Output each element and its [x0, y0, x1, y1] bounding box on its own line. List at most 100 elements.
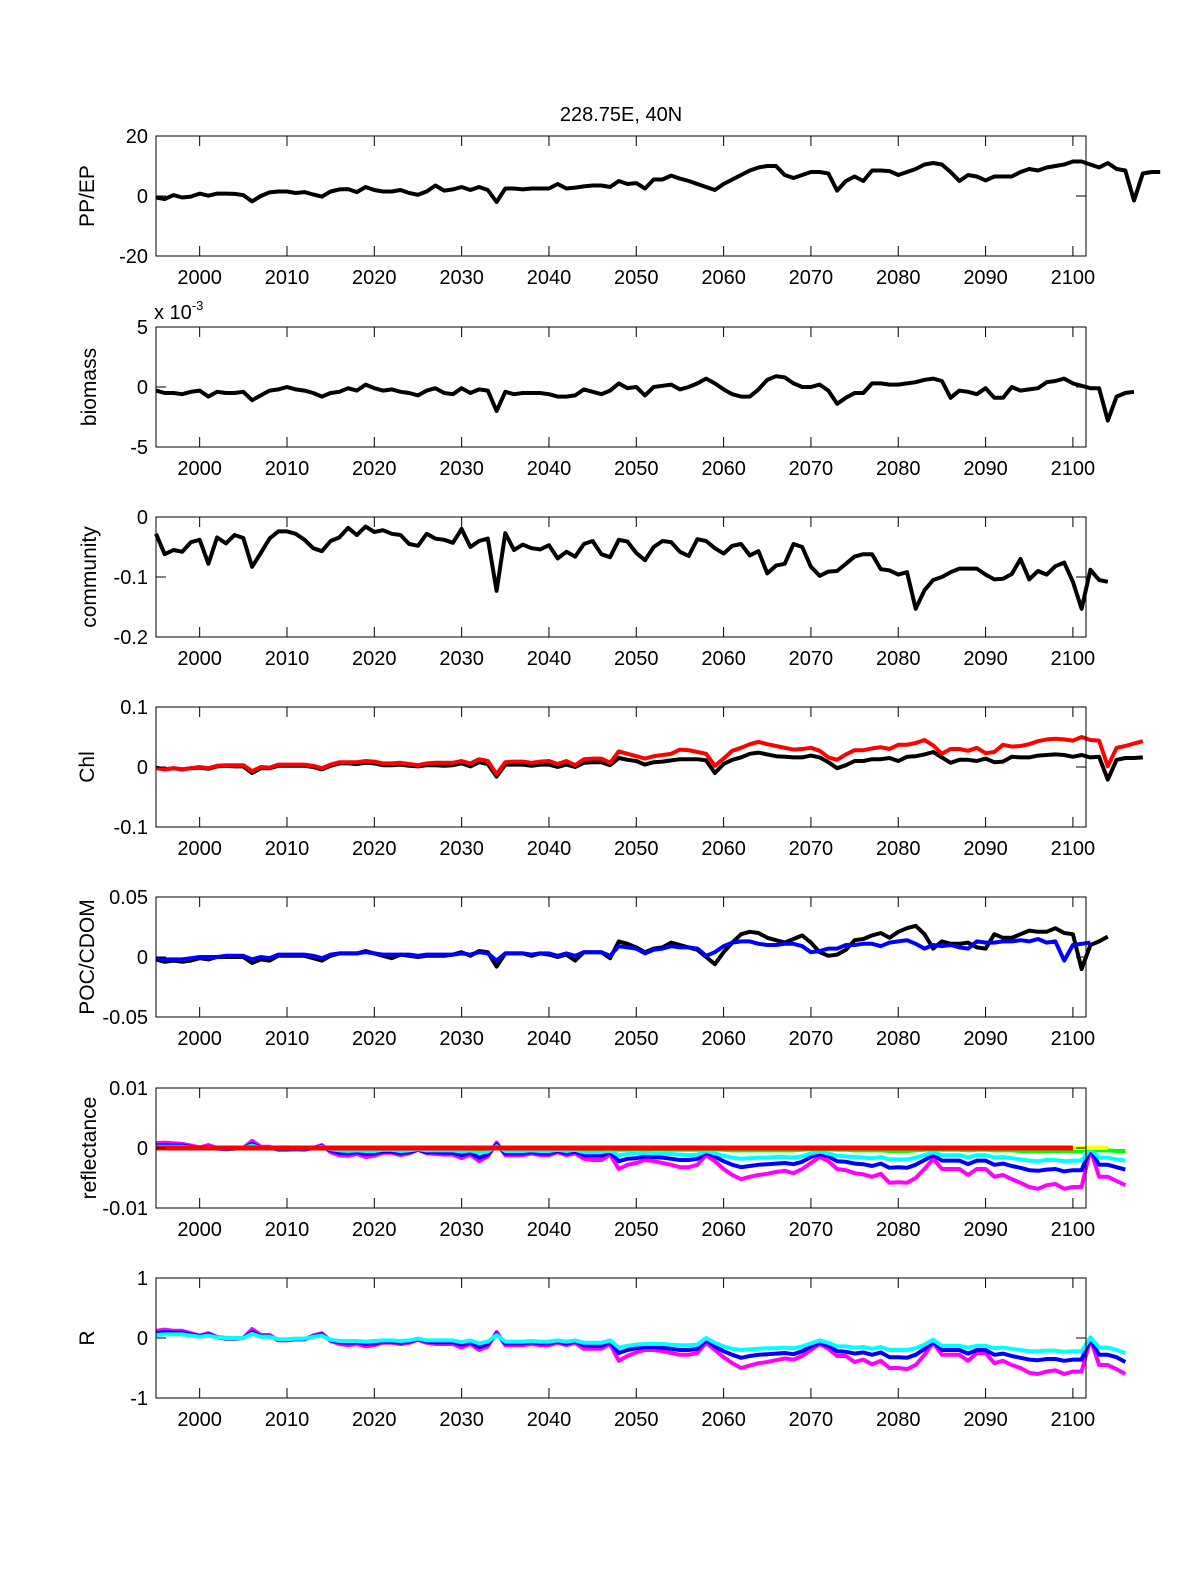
- x-tick-label: 2060: [701, 1219, 746, 1241]
- y-tick-label: 0: [137, 1138, 148, 1160]
- y-axis-label: POC/CDOM: [76, 899, 99, 1015]
- y-axis-label: community: [78, 526, 101, 628]
- x-tick-label: 2030: [439, 1219, 484, 1241]
- series-line-community: [154, 524, 1109, 611]
- panel-poc-cdom: 2000 2010 2020 2030 2040 2050 2060 2070 2080 2090…: [76, 887, 1109, 1050]
- x-tick-label: 2090: [963, 838, 1008, 860]
- x-tick-label: 2000: [177, 1028, 222, 1050]
- x-tick-label: 2050: [614, 648, 659, 670]
- y-tick-label: -0.2: [114, 627, 148, 649]
- x-tick-label: 2020: [352, 648, 397, 670]
- panel-chl: 2000 2010 2020 2030 2040 2050 2060 2070 2080 2090…: [76, 697, 1144, 860]
- x-tick-label: 2050: [614, 1219, 659, 1241]
- series-line-cdom-blue-: [155, 937, 1091, 963]
- x-tick-label: 2020: [352, 267, 397, 289]
- x-tick-label: 2090: [963, 1409, 1008, 1431]
- series-line-biomass: [155, 374, 1135, 423]
- x-tick-label: 2040: [527, 838, 572, 860]
- x-tick-label: 2060: [701, 838, 746, 860]
- x-tick-label: 2050: [614, 267, 659, 289]
- y-tick-label: 0.1: [120, 697, 148, 719]
- y-axis-label: R: [76, 1330, 99, 1345]
- x-tick-label: 2100: [1051, 1219, 1096, 1241]
- y-axis-label: biomass: [78, 348, 101, 426]
- y-tick-label: 0.01: [109, 1078, 148, 1100]
- y-tick-label: 1: [137, 1268, 148, 1290]
- x-tick-label: 2060: [701, 458, 746, 480]
- panels-container: 2000 2010 2020 2030 2040 2050 2060 2070 2080 2090…: [76, 126, 1161, 1431]
- panel-community: 2000 2010 2020 2030 2040 2050 2060 2070 2080 2090…: [78, 507, 1109, 670]
- y-tick-label: 20: [126, 126, 148, 148]
- series-group: [155, 735, 1144, 782]
- x-tick-label: 2000: [177, 267, 222, 289]
- y-tick-label: 0: [137, 186, 148, 208]
- x-tick-label: 2070: [789, 1409, 834, 1431]
- x-tick-label: 2070: [789, 267, 834, 289]
- x-tick-label: 2010: [265, 1409, 310, 1431]
- x-tick-label: 2000: [177, 1219, 222, 1241]
- x-tick-label: 2000: [177, 1409, 222, 1431]
- x-tick-label: 2040: [527, 1409, 572, 1431]
- x-tick-label: 2010: [265, 1219, 310, 1241]
- x-tick-label: 2100: [1051, 648, 1096, 670]
- y-tick-label: -0.1: [114, 567, 148, 589]
- y-tick-label: 0: [137, 947, 148, 969]
- x-tick-label: 2090: [963, 1028, 1008, 1050]
- x-tick-label: 2070: [789, 458, 834, 480]
- y-tick-label: -0.01: [102, 1198, 148, 1220]
- x-tick-label: 2100: [1051, 267, 1096, 289]
- x-tick-label: 2070: [789, 1028, 834, 1050]
- x-tick-label: 2010: [265, 1028, 310, 1050]
- series-line-chl-red-: [155, 735, 1144, 777]
- x-tick-label: 2050: [614, 1028, 659, 1050]
- y-tick-label: -0.1: [114, 817, 148, 839]
- panel-reflectance: 2000 2010 2020 2030 2040 2050 2060 2070 2080 2090…: [78, 1078, 1127, 1241]
- x-tick-label: 2010: [265, 458, 310, 480]
- x-tick-label: 2030: [439, 267, 484, 289]
- panel-biomass: 2000 2010 2020 2030 2040 2050 2060 2070 2080 2090…: [78, 298, 1135, 480]
- x-tick-label: 2020: [352, 1028, 397, 1050]
- x-tick-label: 2080: [876, 1409, 921, 1431]
- x-tick-label: 2060: [701, 1409, 746, 1431]
- series-group: [155, 923, 1109, 971]
- x-tick-label: 2050: [614, 458, 659, 480]
- x-tick-label: 2040: [527, 1028, 572, 1050]
- x-tick-label: 2080: [876, 648, 921, 670]
- y-tick-label: 0: [137, 1328, 148, 1350]
- x-tick-label: 2100: [1051, 1028, 1096, 1050]
- y-tick-label: 5: [137, 317, 148, 339]
- x-tick-label: 2090: [963, 648, 1008, 670]
- y-axis-label: PP/EP: [76, 165, 99, 227]
- x-tick-label: 2100: [1051, 1409, 1096, 1431]
- x-tick-label: 2080: [876, 458, 921, 480]
- y-tick-label: 0: [137, 507, 148, 529]
- x-tick-label: 2070: [789, 838, 834, 860]
- x-tick-label: 2040: [527, 267, 572, 289]
- series-line-pp-ep: [155, 159, 1161, 204]
- x-tick-label: 2040: [527, 648, 572, 670]
- x-tick-label: 2060: [701, 648, 746, 670]
- x-tick-label: 2020: [352, 1409, 397, 1431]
- y-tick-label: 0: [137, 377, 148, 399]
- x-tick-label: 2030: [439, 458, 484, 480]
- panel-r: 2000 2010 2020 2030 2040 2050 2060 2070 2080 2090…: [76, 1268, 1127, 1431]
- chart-title: 228.75E, 40N: [560, 104, 682, 126]
- x-tick-label: 2020: [352, 458, 397, 480]
- y-tick-label: -1: [130, 1388, 148, 1410]
- y-multiplier-label: x 10-3: [154, 298, 203, 324]
- x-tick-label: 2090: [963, 267, 1008, 289]
- x-tick-label: 2090: [963, 458, 1008, 480]
- x-tick-label: 2020: [352, 838, 397, 860]
- y-tick-label: -20: [119, 246, 148, 268]
- series-group: [155, 374, 1135, 423]
- x-tick-label: 2000: [177, 458, 222, 480]
- x-tick-label: 2050: [614, 838, 659, 860]
- x-tick-label: 2080: [876, 1219, 921, 1241]
- x-tick-label: 2080: [876, 1028, 921, 1050]
- x-tick-label: 2100: [1051, 458, 1096, 480]
- x-tick-label: 2070: [789, 648, 834, 670]
- panel-pp-ep: 2000 2010 2020 2030 2040 2050 2060 2070 2080 2090…: [76, 126, 1161, 289]
- x-tick-label: 2030: [439, 648, 484, 670]
- x-tick-label: 2020: [352, 1219, 397, 1241]
